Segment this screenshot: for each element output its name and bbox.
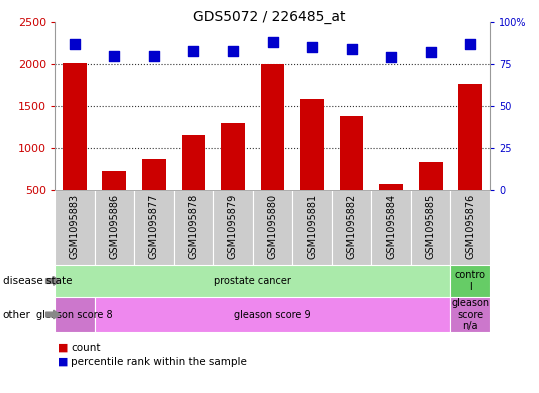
Bar — [300, 99, 324, 232]
Bar — [102, 171, 126, 232]
Text: count: count — [72, 343, 101, 353]
Text: prostate cancer: prostate cancer — [215, 276, 291, 286]
Bar — [94, 297, 451, 332]
Text: other: other — [3, 310, 31, 320]
Text: percentile rank within the sample: percentile rank within the sample — [72, 357, 247, 367]
Text: GSM1095878: GSM1095878 — [189, 194, 198, 259]
Bar — [213, 190, 253, 265]
Text: GSM1095881: GSM1095881 — [307, 194, 317, 259]
Bar — [332, 190, 371, 265]
Point — [308, 44, 316, 50]
Point — [149, 52, 158, 59]
Point — [71, 41, 79, 47]
Text: GSM1095884: GSM1095884 — [386, 194, 396, 259]
Text: GSM1095877: GSM1095877 — [149, 194, 159, 259]
Bar — [411, 190, 451, 265]
Bar — [134, 190, 174, 265]
Bar — [174, 190, 213, 265]
Bar — [451, 190, 490, 265]
Bar — [340, 116, 363, 232]
Bar — [261, 64, 285, 232]
Text: GSM1095880: GSM1095880 — [267, 194, 278, 259]
Bar — [142, 159, 165, 232]
Text: gleason score 9: gleason score 9 — [234, 310, 311, 320]
Text: GSM1095882: GSM1095882 — [347, 194, 357, 259]
Point — [426, 49, 435, 55]
Bar — [379, 184, 403, 232]
Point — [268, 39, 277, 45]
Text: GSM1095879: GSM1095879 — [228, 194, 238, 259]
Text: GSM1095885: GSM1095885 — [426, 194, 436, 259]
Text: GSM1095876: GSM1095876 — [465, 194, 475, 259]
Bar — [458, 84, 482, 232]
Text: GDS5072 / 226485_at: GDS5072 / 226485_at — [194, 10, 345, 24]
Bar — [419, 162, 443, 232]
Text: ■: ■ — [58, 357, 68, 367]
Point — [189, 48, 198, 54]
Text: GSM1095883: GSM1095883 — [70, 194, 80, 259]
Bar — [55, 190, 94, 265]
Text: gleason
score
n/a: gleason score n/a — [451, 298, 489, 331]
Text: contro
l: contro l — [455, 270, 486, 292]
Bar — [292, 190, 332, 265]
Text: gleason score 8: gleason score 8 — [37, 310, 113, 320]
Bar — [55, 297, 94, 332]
Bar — [221, 123, 245, 232]
Text: GSM1095886: GSM1095886 — [109, 194, 119, 259]
Bar — [451, 265, 490, 297]
Point — [466, 41, 474, 47]
Bar — [182, 136, 205, 232]
Text: ■: ■ — [58, 343, 68, 353]
Bar — [94, 190, 134, 265]
Point — [229, 48, 237, 54]
Point — [347, 46, 356, 52]
Bar — [371, 190, 411, 265]
Point — [387, 54, 396, 61]
Text: disease state: disease state — [3, 276, 72, 286]
Bar — [451, 297, 490, 332]
Point — [110, 52, 119, 59]
Bar — [63, 63, 87, 232]
Bar — [253, 190, 292, 265]
